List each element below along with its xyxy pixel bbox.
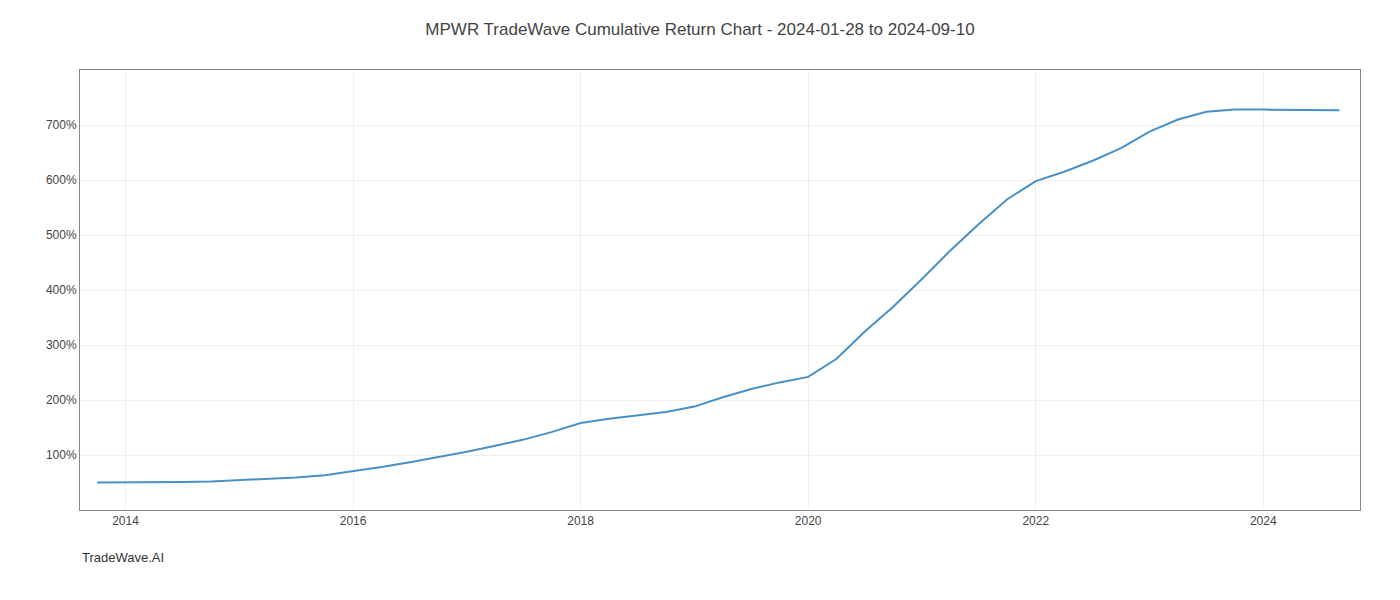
svg-text:2020: 2020 [795,514,822,528]
svg-text:2022: 2022 [1022,514,1049,528]
svg-text:200%: 200% [46,393,77,407]
svg-text:400%: 400% [46,283,77,297]
svg-text:700%: 700% [46,118,77,132]
svg-text:500%: 500% [46,228,77,242]
svg-text:2024: 2024 [1250,514,1277,528]
svg-text:2016: 2016 [340,514,367,528]
svg-text:2018: 2018 [567,514,594,528]
svg-text:600%: 600% [46,173,77,187]
svg-text:300%: 300% [46,338,77,352]
svg-text:2014: 2014 [112,514,139,528]
svg-text:MPWR TradeWave Cumulative Retu: MPWR TradeWave Cumulative Return Chart -… [425,20,974,39]
svg-text:TradeWave.AI: TradeWave.AI [82,550,164,565]
svg-text:100%: 100% [46,448,77,462]
